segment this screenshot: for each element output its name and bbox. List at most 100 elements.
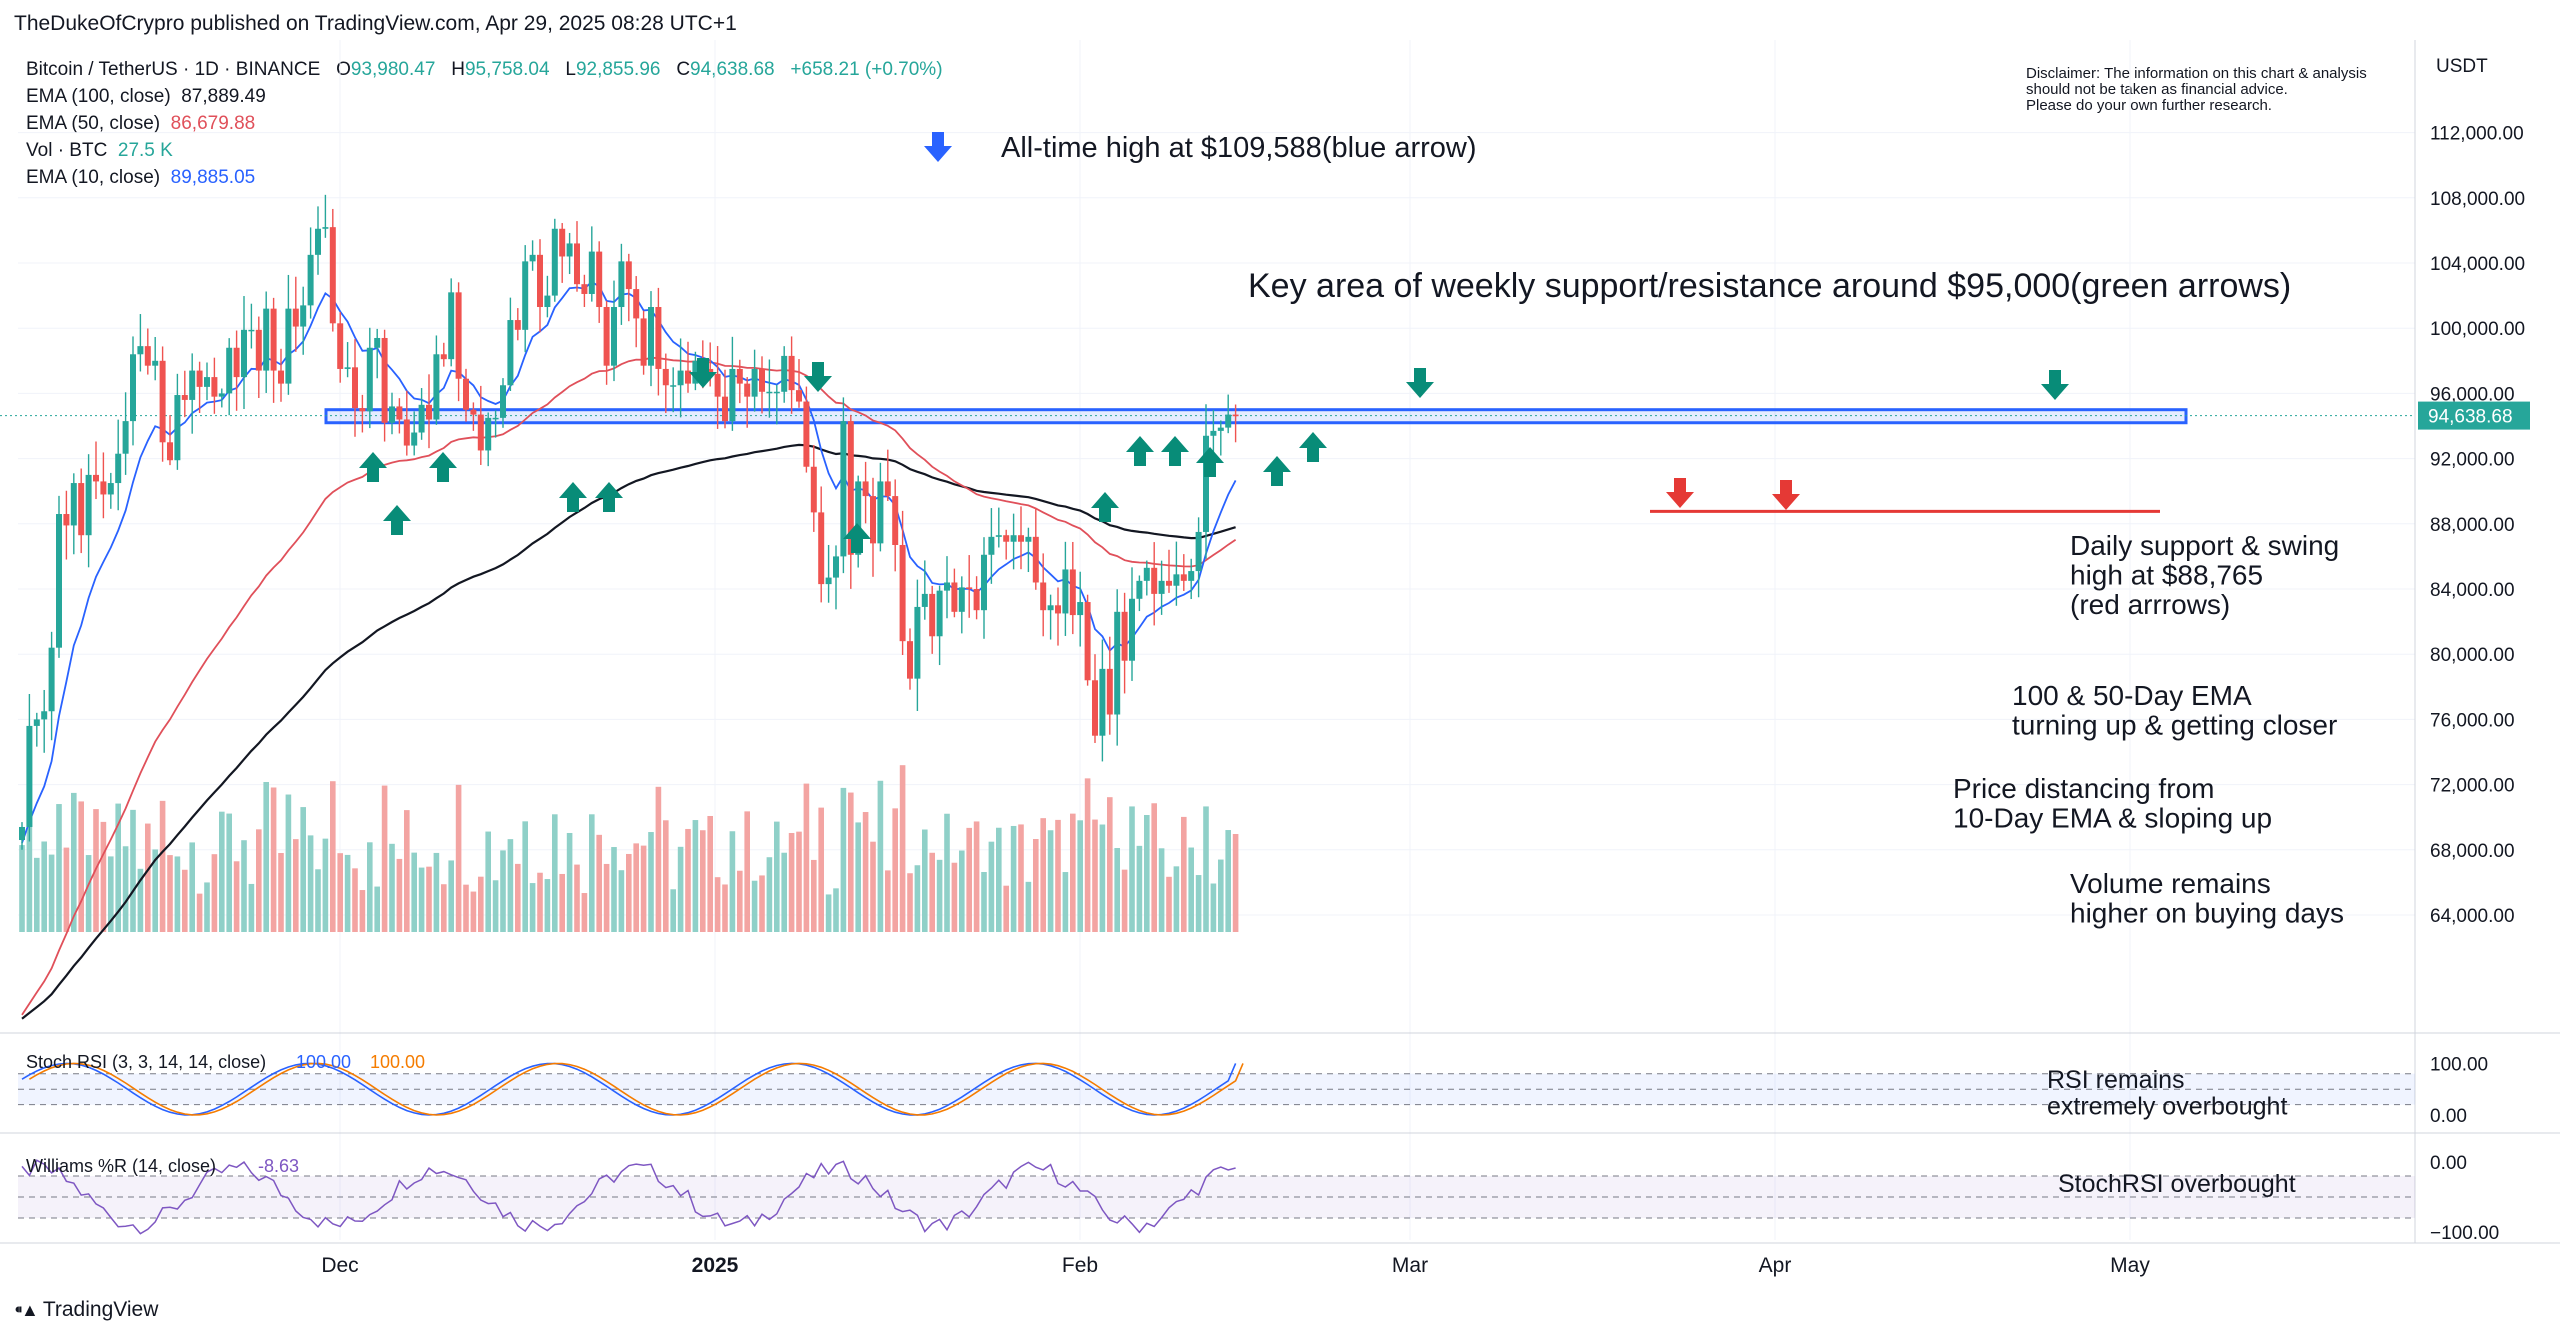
volume-bar bbox=[1062, 872, 1069, 932]
volume-bar bbox=[1121, 869, 1128, 932]
candle-body bbox=[633, 289, 640, 319]
indicator-ema50[interactable]: EMA (50, close) 86,679.88 bbox=[26, 110, 943, 137]
candle-body bbox=[63, 514, 70, 526]
rsi-note: RSI remains bbox=[2047, 1066, 2185, 1094]
candle-body bbox=[981, 554, 987, 611]
candle-body bbox=[285, 308, 292, 384]
candle-body bbox=[1032, 536, 1039, 583]
volume-bar bbox=[389, 843, 395, 932]
candle-body bbox=[226, 347, 233, 394]
indicator-ema100[interactable]: EMA (100, close) 87,889.49 bbox=[26, 83, 943, 110]
volume-bar bbox=[700, 830, 706, 932]
time-tick-label: Feb bbox=[1062, 1254, 1098, 1277]
candle-body bbox=[603, 307, 610, 366]
chart-legend: Bitcoin / TetherUS · 1D · BINANCE O93,98… bbox=[26, 56, 943, 191]
indicator-volume[interactable]: Vol · BTC 27.5 K bbox=[26, 137, 943, 164]
candle-body bbox=[810, 466, 817, 513]
price-tick-label: 64,000.00 bbox=[2430, 906, 2515, 927]
volume-bar bbox=[211, 854, 218, 932]
candle-body bbox=[944, 582, 950, 591]
grid bbox=[0, 40, 2560, 1244]
symbol-name[interactable]: Bitcoin / TetherUS · 1D · BINANCE bbox=[26, 59, 321, 80]
volume-bar bbox=[633, 843, 639, 932]
volume-bar bbox=[663, 820, 669, 932]
candle-body bbox=[403, 419, 410, 446]
volume-bar bbox=[922, 829, 928, 932]
volume-bar bbox=[1077, 820, 1083, 932]
williams-tick-label: 0.00 bbox=[2430, 1153, 2467, 1174]
candle-body bbox=[337, 323, 344, 369]
volume-bar bbox=[914, 865, 921, 932]
indicator-value: 89,885.05 bbox=[170, 167, 256, 188]
volume-bar bbox=[677, 846, 684, 932]
candle-body bbox=[714, 373, 721, 397]
volume-bar bbox=[589, 814, 595, 932]
indicator-ema10[interactable]: EMA (10, close) 89,885.05 bbox=[26, 164, 943, 191]
volume-bar bbox=[862, 812, 869, 932]
volume-bar bbox=[788, 832, 795, 932]
candle-body bbox=[1121, 611, 1128, 661]
candle-body bbox=[862, 481, 869, 497]
indicator-value: 27.5 K bbox=[117, 140, 173, 161]
volume-bar bbox=[670, 889, 676, 932]
candle-body bbox=[796, 390, 802, 402]
candle-body bbox=[1025, 536, 1032, 542]
candle-body bbox=[840, 421, 847, 557]
volume-bar bbox=[544, 879, 551, 932]
currency-button[interactable]: USDT bbox=[2436, 56, 2488, 77]
volume-bar bbox=[56, 804, 62, 932]
volume-bar bbox=[315, 869, 321, 932]
candle-body bbox=[537, 254, 543, 308]
stoch-k-value: 100.00 bbox=[296, 1052, 351, 1072]
time-tick-label: Apr bbox=[1759, 1254, 1792, 1277]
volume-bar bbox=[996, 827, 1002, 932]
price-tick-label: 68,000.00 bbox=[2430, 841, 2515, 862]
candle-body bbox=[551, 228, 558, 296]
volume-bar bbox=[1003, 885, 1009, 932]
daily-support-note: Daily support & swing bbox=[2070, 530, 2339, 561]
ema-50-line bbox=[21, 356, 1237, 1016]
current-price-tag bbox=[2418, 401, 2530, 430]
candle-body bbox=[781, 355, 788, 392]
volume-bar bbox=[85, 855, 92, 932]
volume-bar bbox=[973, 821, 980, 932]
symbol-line[interactable]: Bitcoin / TetherUS · 1D · BINANCE O93,98… bbox=[26, 56, 943, 83]
green-arrow-down-icon bbox=[1406, 368, 1434, 398]
volume-bar bbox=[803, 783, 810, 932]
candle-body bbox=[507, 320, 514, 386]
candle-body bbox=[196, 370, 203, 387]
candle-body bbox=[1010, 535, 1017, 542]
candle-body bbox=[803, 401, 810, 467]
volume-bar bbox=[470, 891, 477, 932]
volume-bar bbox=[108, 856, 114, 932]
volume-bar bbox=[19, 845, 25, 932]
close-label: C bbox=[676, 59, 691, 80]
volume-bar bbox=[196, 893, 203, 932]
volume-bar bbox=[781, 852, 787, 932]
volume-bar bbox=[796, 831, 802, 932]
candle-body bbox=[877, 481, 884, 544]
volume-bar bbox=[959, 850, 965, 932]
green-arrow-up-icon bbox=[1196, 447, 1224, 477]
axes: 112,000.00 108,000.00 104,000.00 100,000.00… bbox=[26, 124, 2530, 1277]
stoch-tick-label: 0.00 bbox=[2430, 1106, 2467, 1127]
volume-bar bbox=[485, 831, 491, 932]
volume-bar bbox=[1025, 881, 1032, 932]
candle-body bbox=[759, 368, 765, 392]
volume-bar bbox=[596, 834, 602, 932]
volume-bar bbox=[559, 873, 565, 932]
volume-bar bbox=[1166, 876, 1172, 932]
volume-bar bbox=[500, 850, 506, 932]
disclaimer: Disclaimer: The information on this char… bbox=[2026, 66, 2416, 114]
candle-body bbox=[1195, 531, 1202, 572]
price-tick-label: 88,000.00 bbox=[2430, 515, 2515, 536]
volume-bar bbox=[722, 884, 728, 932]
tradingview-brand[interactable]: ⁌▲ TradingView bbox=[14, 1298, 158, 1322]
candle-body bbox=[788, 355, 795, 391]
volume-bar bbox=[1195, 875, 1202, 932]
candle-body bbox=[892, 496, 899, 545]
volume-bar bbox=[1047, 830, 1054, 932]
volume-bar bbox=[122, 846, 129, 932]
candle-body bbox=[167, 442, 173, 461]
